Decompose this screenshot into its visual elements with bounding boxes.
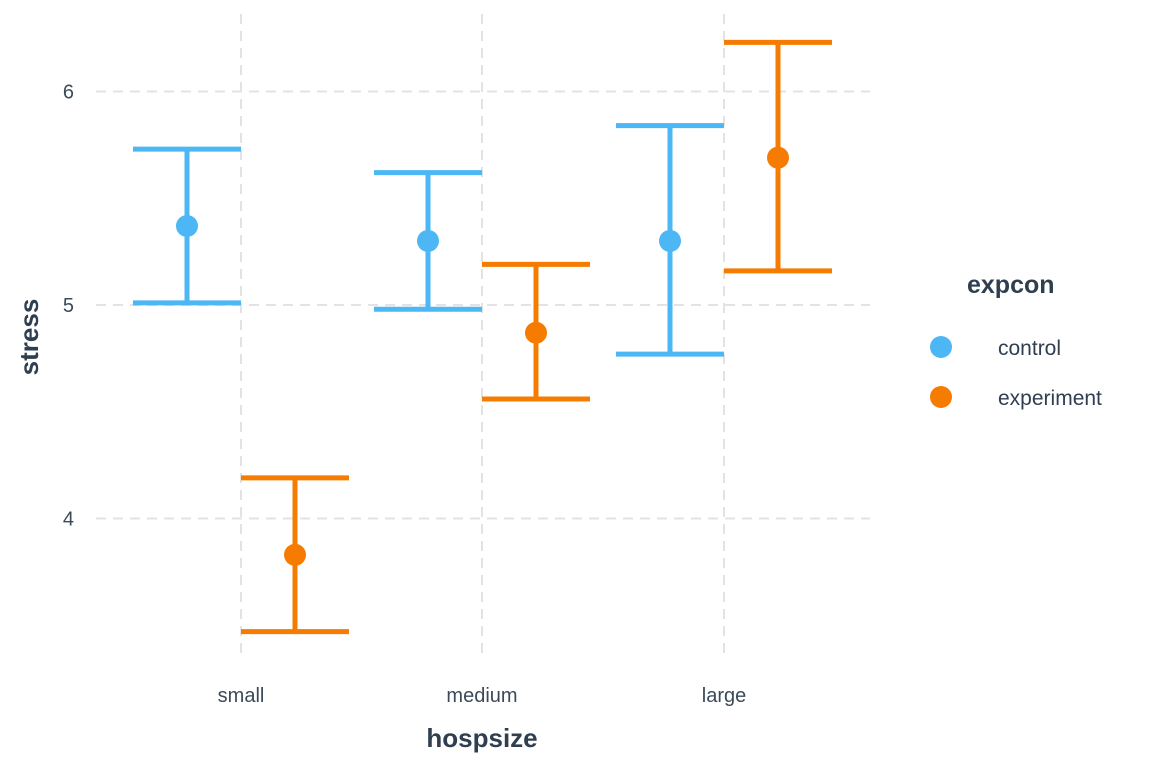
series-experiment xyxy=(241,39,832,635)
legend-swatch xyxy=(930,336,952,358)
x-tick-label: small xyxy=(218,685,265,707)
legend-label: control xyxy=(998,337,1061,360)
y-tick-label: 5 xyxy=(63,295,74,317)
mean-point xyxy=(176,215,198,238)
y-axis-ticks: 4 5 6 xyxy=(63,82,74,531)
grid-lines xyxy=(96,14,870,660)
mean-point xyxy=(659,229,681,252)
legend-item-experiment: experiment xyxy=(930,386,1102,410)
legend-items: control experiment xyxy=(930,336,1102,410)
mean-point xyxy=(417,229,439,252)
mean-point xyxy=(525,321,547,344)
x-tick-label: medium xyxy=(446,685,517,707)
legend-label: experiment xyxy=(998,387,1102,410)
x-axis-ticks: small medium large xyxy=(218,685,747,707)
x-tick-label: large xyxy=(702,685,746,707)
legend-swatch xyxy=(930,386,952,408)
legend: expcon control experiment xyxy=(930,271,1102,410)
y-tick-label: 4 xyxy=(63,509,74,531)
mean-point xyxy=(284,543,306,566)
x-axis-title: hospsize xyxy=(426,723,537,753)
y-axis-title: stress xyxy=(14,299,44,376)
mean-point xyxy=(767,146,789,169)
legend-title: expcon xyxy=(967,271,1055,299)
legend-item-control: control xyxy=(930,336,1061,360)
series-control xyxy=(133,123,724,357)
series-layer xyxy=(133,39,832,635)
y-tick-label: 6 xyxy=(63,82,74,104)
